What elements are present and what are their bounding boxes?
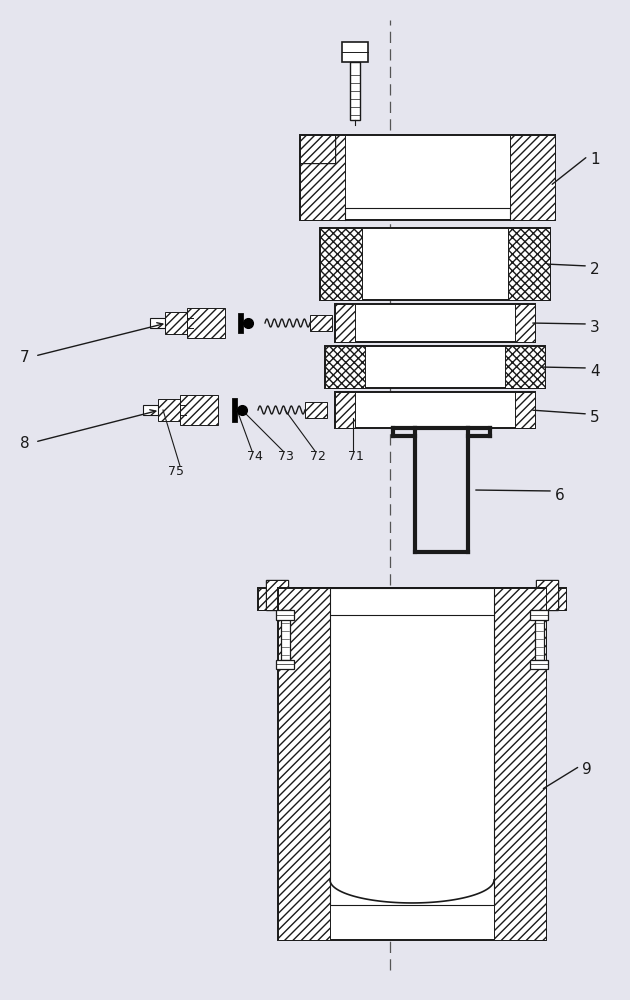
Bar: [350, 62, 360, 120]
Bar: [143, 405, 158, 415]
Bar: [276, 660, 294, 669]
Bar: [158, 399, 180, 421]
Text: 9: 9: [582, 762, 592, 778]
Bar: [266, 580, 288, 610]
Bar: [494, 588, 546, 940]
Bar: [330, 588, 494, 905]
Bar: [150, 318, 165, 328]
Bar: [536, 580, 558, 610]
Bar: [165, 312, 187, 334]
Text: 2: 2: [590, 262, 600, 277]
Text: 4: 4: [590, 364, 600, 379]
Bar: [278, 588, 330, 940]
Text: 7: 7: [20, 350, 30, 365]
Text: 71: 71: [348, 450, 364, 463]
Bar: [335, 304, 535, 342]
Bar: [515, 392, 535, 428]
Bar: [530, 610, 548, 620]
Bar: [320, 228, 550, 300]
Bar: [266, 580, 288, 610]
Bar: [335, 304, 355, 342]
Bar: [232, 398, 237, 422]
Bar: [300, 135, 335, 163]
Bar: [278, 588, 546, 940]
Bar: [510, 135, 555, 220]
Bar: [300, 135, 335, 163]
Bar: [300, 135, 345, 220]
Bar: [238, 313, 243, 333]
Text: 73: 73: [278, 450, 294, 463]
Text: 74: 74: [247, 450, 263, 463]
Bar: [180, 395, 218, 425]
Bar: [536, 580, 558, 610]
Bar: [258, 588, 566, 610]
Bar: [320, 228, 362, 300]
Bar: [530, 660, 548, 669]
Bar: [508, 228, 550, 300]
Bar: [325, 346, 365, 388]
Text: 75: 75: [168, 465, 184, 478]
Text: 8: 8: [20, 436, 30, 451]
Text: 6: 6: [555, 488, 564, 502]
Text: 5: 5: [590, 410, 600, 426]
Bar: [276, 610, 294, 620]
Bar: [505, 346, 545, 388]
Text: 1: 1: [590, 152, 600, 167]
Bar: [335, 392, 355, 428]
Bar: [325, 346, 545, 388]
Bar: [310, 315, 332, 331]
Bar: [342, 42, 368, 62]
Bar: [258, 588, 566, 610]
Bar: [281, 610, 290, 660]
Bar: [515, 304, 535, 342]
Bar: [335, 392, 535, 428]
Bar: [305, 402, 327, 418]
Bar: [535, 610, 544, 660]
Text: 72: 72: [310, 450, 326, 463]
Text: 3: 3: [590, 320, 600, 336]
Bar: [300, 135, 555, 220]
Bar: [187, 308, 225, 338]
